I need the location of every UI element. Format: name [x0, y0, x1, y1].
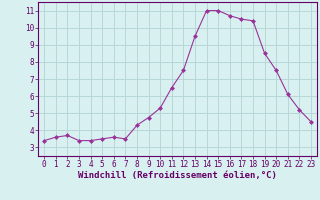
X-axis label: Windchill (Refroidissement éolien,°C): Windchill (Refroidissement éolien,°C) [78, 171, 277, 180]
